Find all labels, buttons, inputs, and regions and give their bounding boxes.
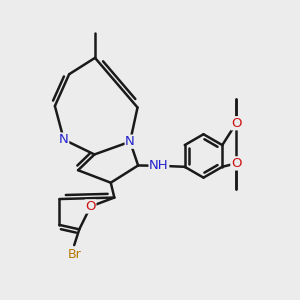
Text: Br: Br	[67, 248, 81, 260]
Text: O: O	[231, 117, 242, 130]
Text: NH: NH	[149, 159, 169, 172]
Text: N: N	[59, 133, 69, 146]
Text: O: O	[85, 200, 96, 213]
Text: N: N	[125, 135, 135, 148]
Text: O: O	[231, 157, 242, 170]
